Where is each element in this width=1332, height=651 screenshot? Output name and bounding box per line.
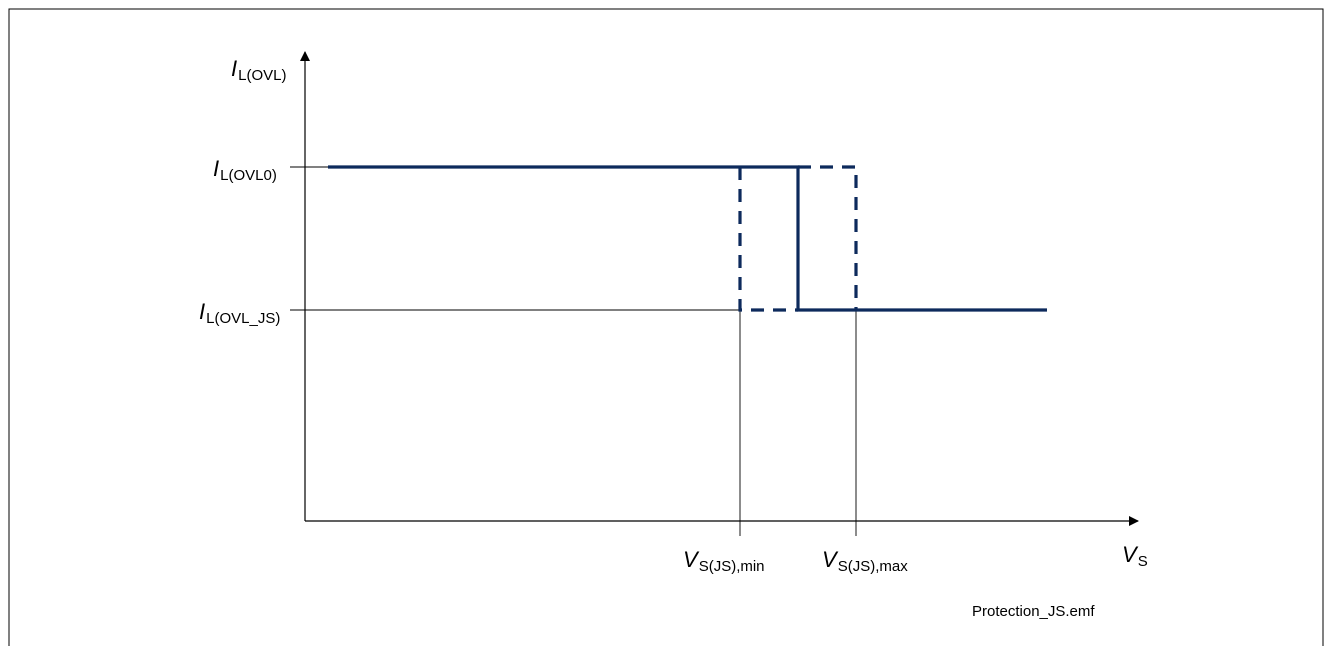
figure-frame — [8, 8, 1324, 646]
x-mark-vs-max-label: VS(JS),max — [822, 547, 908, 575]
figure-caption: Protection_JS.emf — [972, 603, 1095, 620]
x-axis-title: VS — [1122, 542, 1148, 570]
nominal-threshold-curve — [328, 165, 1047, 312]
y-level-ovl-js-label: IL(OVL_JS) — [199, 299, 280, 327]
tolerance-min-dashed-curve — [738, 167, 798, 312]
y-axis-title: IL(OVL) — [231, 56, 286, 84]
y-level-ovl0-label: IL(OVL0) — [213, 156, 277, 184]
tolerance-max-dashed-curve — [798, 165, 858, 310]
x-mark-vs-min-label: VS(JS),min — [683, 547, 765, 575]
